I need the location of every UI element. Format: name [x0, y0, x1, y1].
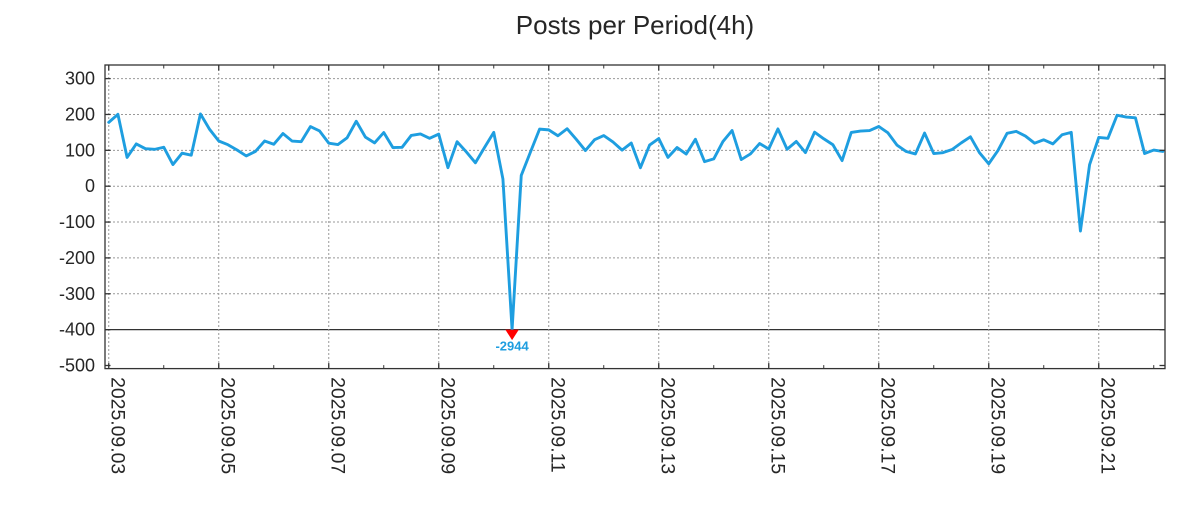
- svg-text:2025.09.05: 2025.09.05: [216, 377, 238, 474]
- svg-text:2025.09.09: 2025.09.09: [436, 377, 458, 474]
- svg-text:2025.09.15: 2025.09.15: [766, 377, 788, 474]
- svg-text:2025.09.17: 2025.09.17: [876, 377, 898, 474]
- svg-text:300: 300: [65, 69, 95, 89]
- svg-text:-200: -200: [59, 248, 95, 268]
- svg-text:2025.09.13: 2025.09.13: [656, 377, 678, 474]
- svg-text:-100: -100: [59, 212, 95, 232]
- svg-text:2025.09.19: 2025.09.19: [986, 377, 1008, 474]
- svg-text:2025.09.07: 2025.09.07: [326, 377, 348, 474]
- svg-text:2025.09.11: 2025.09.11: [546, 377, 568, 473]
- svg-text:2025.09.03: 2025.09.03: [106, 377, 128, 474]
- svg-text:-300: -300: [59, 284, 95, 304]
- svg-text:2025.09.21: 2025.09.21: [1096, 377, 1118, 474]
- svg-text:-500: -500: [59, 356, 95, 376]
- svg-text:200: 200: [65, 104, 95, 124]
- svg-text:100: 100: [65, 140, 95, 160]
- svg-text:0: 0: [85, 176, 95, 196]
- svg-text:-2944: -2944: [495, 339, 529, 354]
- svg-text:-400: -400: [59, 320, 95, 340]
